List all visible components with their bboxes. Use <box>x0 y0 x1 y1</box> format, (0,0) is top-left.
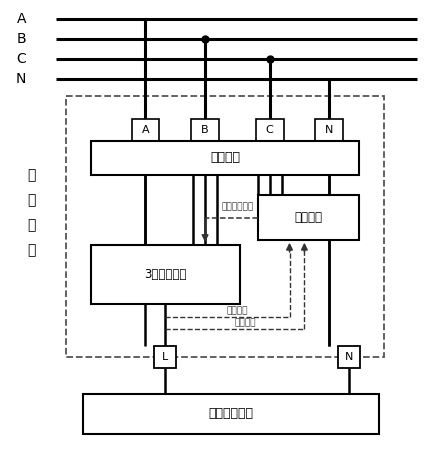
Text: N: N <box>345 352 353 362</box>
Bar <box>131 119 159 140</box>
Bar <box>155 346 176 368</box>
Text: 单相用户负载: 单相用户负载 <box>208 407 253 420</box>
Bar <box>315 119 343 140</box>
Text: 关: 关 <box>27 243 36 257</box>
Text: N: N <box>325 125 333 135</box>
Text: L: L <box>162 352 169 362</box>
Text: 电流采集: 电流采集 <box>234 318 256 328</box>
Text: C: C <box>16 52 26 66</box>
Text: C: C <box>266 125 273 135</box>
Text: B: B <box>201 125 209 135</box>
Bar <box>191 119 219 140</box>
Text: N: N <box>16 72 27 86</box>
Bar <box>258 195 359 240</box>
Bar <box>91 245 240 304</box>
Text: A: A <box>142 125 149 135</box>
Bar <box>91 140 359 175</box>
Text: 3组复合开关: 3组复合开关 <box>144 268 187 281</box>
Text: 接线端子: 接线端子 <box>210 151 240 164</box>
Bar <box>338 346 360 368</box>
Text: 相: 相 <box>27 193 36 207</box>
Text: 控制单元: 控制单元 <box>294 211 322 224</box>
Text: A: A <box>17 12 26 26</box>
Text: 开: 开 <box>27 218 36 232</box>
Bar <box>256 119 283 140</box>
Bar <box>66 96 384 357</box>
Bar <box>83 394 379 434</box>
Text: 电压采集: 电压采集 <box>226 306 248 315</box>
Text: 执行换相指令: 执行换相指令 <box>222 202 254 212</box>
Text: B: B <box>16 32 26 46</box>
Text: 换: 换 <box>27 169 36 183</box>
